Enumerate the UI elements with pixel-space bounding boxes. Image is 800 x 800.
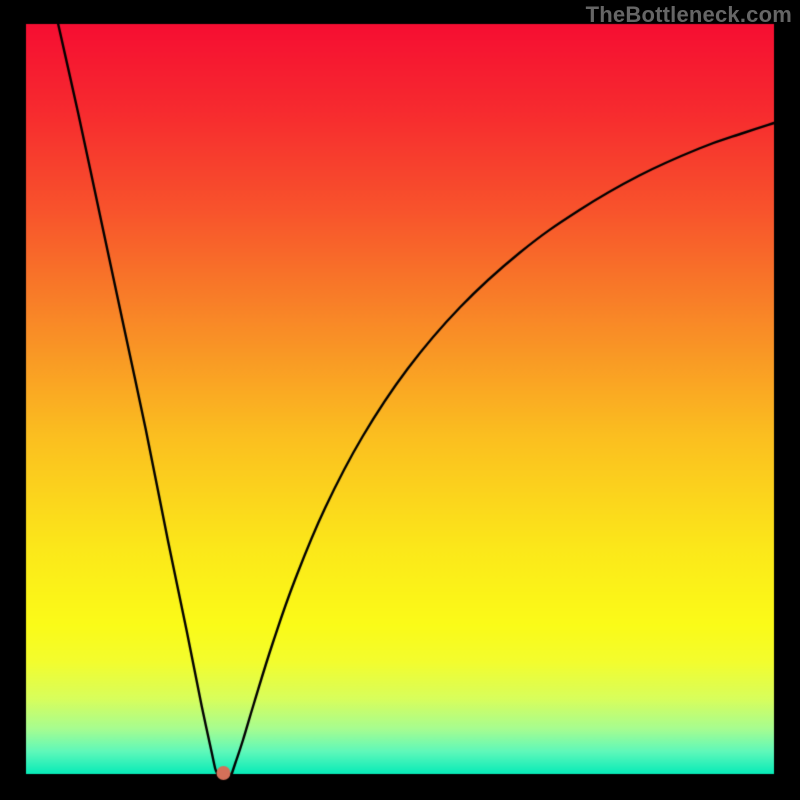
watermark-label: TheBottleneck.com — [586, 2, 792, 28]
bottleneck-curve-chart — [0, 0, 800, 800]
chart-container: TheBottleneck.com — [0, 0, 800, 800]
